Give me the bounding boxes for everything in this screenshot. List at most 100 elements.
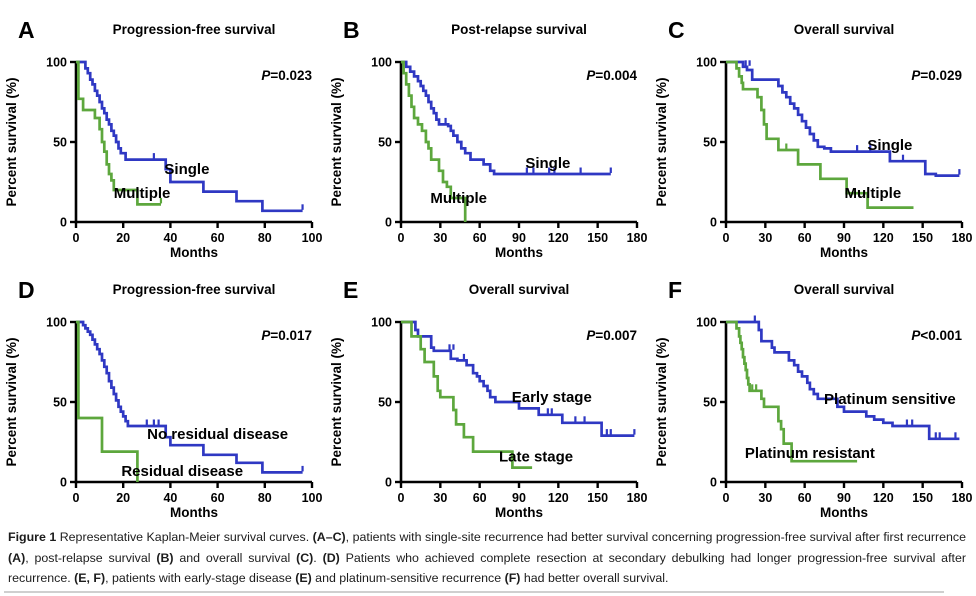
caption-text-segment: Patients who achieved complete resection…	[8, 550, 966, 586]
chart-title: Progression-free survival	[113, 22, 276, 37]
bottom-divider	[4, 591, 944, 593]
p-value-label: P=0.029	[911, 68, 962, 83]
y-tick-label: 100	[371, 56, 392, 70]
panel-letter: A	[18, 17, 35, 43]
caption-bold-segment: (B)	[156, 550, 174, 565]
survival-curve-multiple	[401, 60, 467, 222]
series-label: Multiple	[845, 185, 902, 202]
x-tick-label: 20	[116, 231, 130, 245]
y-axis-title: Percent survival (%)	[4, 337, 19, 466]
x-tick-label: 100	[302, 231, 323, 245]
y-tick-label: 0	[710, 216, 717, 230]
x-tick-label: 180	[627, 491, 648, 505]
x-tick-label: 80	[258, 231, 272, 245]
y-tick-label: 100	[46, 56, 67, 70]
series-label: Multiple	[114, 185, 171, 202]
survival-curve-multiple	[726, 60, 914, 209]
caption-text-segment: and overall survival	[173, 550, 297, 565]
x-tick-label: 0	[398, 491, 405, 505]
series-label: Single	[164, 161, 209, 178]
series-label: Platinum sensitive	[824, 391, 956, 408]
chart-title: Overall survival	[794, 282, 895, 297]
caption-bold-segment: (A)	[8, 550, 26, 565]
p-value-label: P=0.004	[586, 68, 637, 83]
x-tick-label: 0	[723, 491, 730, 505]
y-tick-label: 50	[378, 136, 392, 150]
x-tick-label: 20	[116, 491, 130, 505]
caption-text-segment: had better overall survival.	[520, 571, 669, 586]
y-axis-title: Percent survival (%)	[329, 77, 344, 206]
x-tick-label: 120	[873, 231, 894, 245]
y-tick-label: 0	[385, 476, 392, 490]
y-tick-label: 50	[703, 396, 717, 410]
y-axis-title: Percent survival (%)	[654, 77, 669, 206]
x-axis-title: Months	[495, 505, 543, 520]
x-tick-label: 80	[258, 491, 272, 505]
x-tick-label: 120	[873, 491, 894, 505]
x-tick-label: 30	[433, 491, 447, 505]
x-tick-label: 150	[587, 231, 608, 245]
survival-curve-multiple	[76, 60, 161, 206]
x-tick-label: 150	[912, 231, 933, 245]
x-tick-label: 90	[837, 231, 851, 245]
p-value-label: P=0.007	[586, 328, 637, 343]
x-tick-label: 30	[433, 231, 447, 245]
x-tick-label: 150	[912, 491, 933, 505]
survival-curve-platinum-sensitive	[726, 320, 960, 441]
x-tick-label: 0	[398, 231, 405, 245]
caption-bold-segment: (E, F)	[74, 571, 106, 586]
survival-curve-no-residual-disease	[76, 320, 303, 474]
x-axis-title: Months	[170, 245, 218, 260]
x-tick-label: 60	[211, 491, 225, 505]
km-chart-A: A Progression-free survival P=0.023 0 50 100 0…	[4, 17, 323, 260]
x-tick-label: 90	[837, 491, 851, 505]
panel-letter: E	[343, 277, 358, 303]
x-tick-label: 0	[723, 231, 730, 245]
p-value-label: P=0.023	[261, 68, 312, 83]
panel-F-overall-survival: F Overall survival P<0.001 0 50 100 0 30 60 90 120…	[650, 262, 976, 520]
series-label: Early stage	[512, 389, 592, 406]
km-chart-C: C Overall survival P=0.029 0 50 100 0 30 60 90 120…	[654, 17, 973, 260]
y-axis-title: Percent survival (%)	[329, 337, 344, 466]
y-tick-label: 50	[703, 136, 717, 150]
x-tick-label: 60	[473, 491, 487, 505]
y-tick-label: 100	[696, 56, 717, 70]
y-tick-label: 0	[385, 216, 392, 230]
caption-text-segment: , patients with early-stage disease	[105, 571, 296, 586]
x-tick-label: 60	[473, 231, 487, 245]
caption-bold-segment: Figure 1	[8, 530, 60, 544]
x-tick-label: 40	[163, 231, 177, 245]
x-tick-label: 180	[952, 231, 973, 245]
caption-text-segment: Representative Kaplan-Meier survival cur…	[59, 530, 313, 544]
y-tick-label: 50	[53, 136, 67, 150]
chart-title: Overall survival	[794, 22, 895, 37]
survival-curve-single	[401, 60, 611, 176]
series-label: Platinum resistant	[745, 445, 875, 462]
survival-curve-residual-disease	[76, 320, 139, 482]
chart-title: Post-relapse survival	[451, 22, 587, 37]
y-tick-label: 0	[710, 476, 717, 490]
x-tick-label: 150	[587, 491, 608, 505]
y-axis-title: Percent survival (%)	[654, 337, 669, 466]
km-chart-D: D Progression-free survival P=0.017 0 50 100 0…	[4, 277, 323, 520]
x-tick-label: 0	[73, 231, 80, 245]
y-axis-title: Percent survival (%)	[4, 77, 19, 206]
caption-text-segment: , post-relapse survival	[25, 550, 157, 565]
caption-bold-segment: (E)	[295, 571, 312, 586]
panel-B-post-relapse-survival: B Post-relapse survival P=0.004 0 50 100 0 30 60…	[325, 2, 651, 260]
x-tick-label: 120	[548, 231, 569, 245]
x-tick-label: 30	[758, 491, 772, 505]
panel-letter: F	[668, 277, 682, 303]
x-axis-title: Months	[820, 245, 868, 260]
x-tick-label: 100	[302, 491, 323, 505]
caption-bold-segment: (F)	[504, 571, 521, 586]
caption-bold-segment: (D)	[322, 550, 340, 565]
y-tick-label: 0	[60, 476, 67, 490]
km-chart-B: B Post-relapse survival P=0.004 0 50 100 0 30 60…	[329, 17, 647, 260]
x-tick-label: 60	[211, 231, 225, 245]
y-tick-label: 50	[378, 396, 392, 410]
x-tick-label: 30	[758, 231, 772, 245]
x-axis-title: Months	[820, 505, 868, 520]
panel-C-overall-survival: C Overall survival P=0.029 0 50 100 0 30 60 90 120…	[650, 2, 976, 260]
survival-curve-platinum-resistant	[726, 320, 858, 463]
